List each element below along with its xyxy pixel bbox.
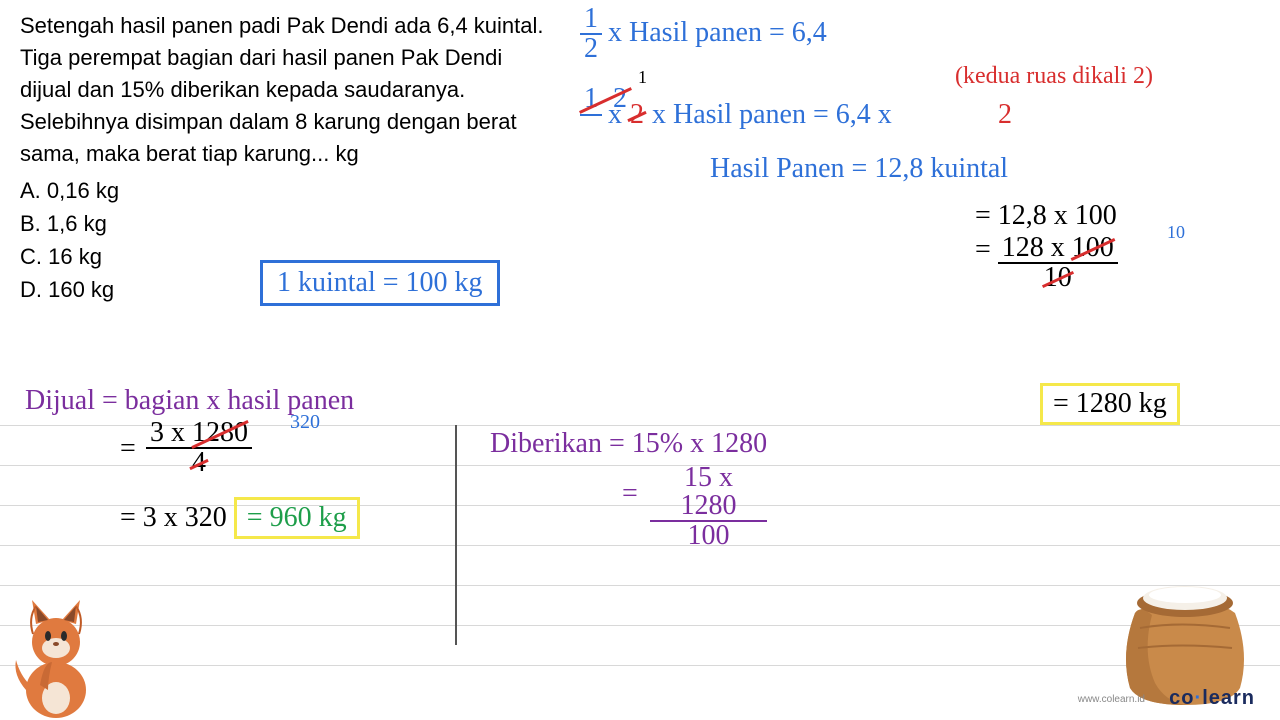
conv-line1: = 12,8 x 100 — [975, 200, 1117, 231]
result-1280: = 1280 kg — [1053, 388, 1167, 419]
dijual-sup320: 320 — [290, 411, 320, 434]
option-a: A. 0,16 kg — [20, 174, 550, 207]
eq2-text: x Hasil panen = 6,4 x — [652, 99, 892, 131]
dijual-x: x — [164, 417, 192, 448]
convert-block: = 12,8 x 100 10 = 128 x 100 10 — [975, 200, 1118, 292]
brand-url: www.colearn.id — [1078, 694, 1145, 705]
sup-ten: 10 — [1167, 222, 1185, 243]
diberikan-15: 15 — [684, 462, 712, 493]
cat-icon — [8, 590, 103, 720]
frac1-num: 1 — [580, 5, 602, 35]
hasil-panen-result: Hasil Panen = 12,8 kuintal — [710, 153, 1008, 185]
brand-post: learn — [1202, 687, 1255, 709]
dijual-eq: = — [120, 433, 136, 465]
small-one: 1 — [638, 67, 647, 88]
vertical-divider — [455, 425, 457, 645]
conv-100: 100 — [1072, 234, 1114, 262]
conv-128: 128 — [1002, 232, 1044, 263]
frac1-den: 2 — [580, 35, 602, 63]
conv-10: 10 — [1044, 264, 1072, 292]
diberikan-100: 100 — [650, 522, 767, 550]
work-step1: 1 2 x Hasil panen = 6,4 (kedua ruas dika… — [580, 5, 1270, 137]
conversion-box: 1 kuintal = 100 kg — [260, 260, 500, 306]
brand-pre: co — [1169, 687, 1194, 709]
dijual-3x320: = 3 x 320 — [120, 502, 234, 533]
diberikan-title: Diberikan = 15% x 1280 — [490, 428, 767, 460]
diberikan-block: Diberikan = 15% x 1280 = 15 x 1280 100 — [490, 428, 767, 534]
option-b: B. 1,6 kg — [20, 207, 550, 240]
eq1-text: x Hasil panen = 6,4 — [608, 17, 827, 49]
dijual-1280: 1280 — [192, 419, 248, 447]
dijual-block: Dijual = bagian x hasil panen = 3 x 1280… — [25, 385, 360, 539]
dijual-num3: 3 — [150, 417, 164, 448]
conversion-text: 1 kuintal = 100 kg — [277, 267, 483, 298]
conv-pre: = — [975, 234, 998, 265]
brand-logo: co·learn — [1169, 687, 1255, 710]
dijual-den4: 4 — [192, 449, 206, 477]
diberikan-eq: = — [622, 478, 638, 510]
question-text: Setengah hasil panen padi Pak Dendi ada … — [20, 10, 550, 169]
cancel-two: 2 — [630, 99, 644, 131]
result-1280-box: = 1280 kg — [1040, 383, 1180, 425]
red-two: 2 — [998, 99, 1012, 131]
conv-times: x — [1044, 232, 1072, 263]
dijual-result: = 960 kg — [234, 497, 360, 539]
frac2-num: 1 — [580, 83, 602, 116]
